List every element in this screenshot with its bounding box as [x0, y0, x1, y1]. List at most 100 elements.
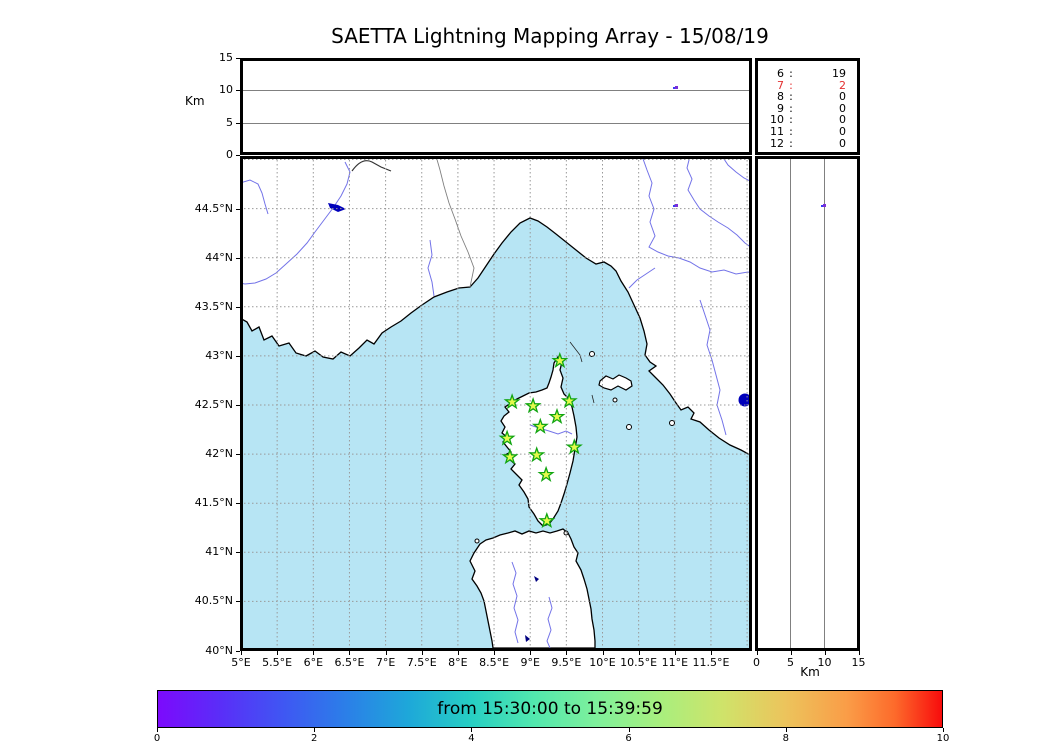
map-lat-tick-label: 43.5°N [194, 299, 233, 313]
map-lon-tick [241, 651, 242, 655]
map-lon-tick-label: 5.5°E [262, 656, 293, 669]
coastline-mainland [243, 159, 749, 456]
rivers [243, 159, 749, 648]
alt-axis-tick-label: 0 [226, 148, 233, 161]
map-lat-tick-label: 42.5°N [194, 398, 233, 411]
lake-bolsena [738, 393, 749, 407]
legend-cell: : [789, 78, 793, 92]
map-lon-tick [277, 651, 279, 655]
map-lon-tick [674, 651, 676, 655]
map-lat-tick-label: 41.5°N [194, 496, 233, 510]
legend-row: 9: 0 [758, 103, 857, 115]
colorbar-tick-label: 0 [153, 733, 161, 744]
map-lon-tick-label: 11°E [661, 656, 689, 669]
legend-cell: 0 [839, 113, 846, 127]
map-lon-tick-label: 10°E [589, 656, 616, 669]
lma-station-star-marker [503, 393, 521, 410]
km-axis-tick [790, 651, 792, 655]
map-lon-tick [530, 651, 532, 655]
lma-station-star-marker [501, 448, 519, 465]
legend-cell: 12 [770, 136, 784, 150]
map-lat-tick-label: 43°N [205, 348, 233, 362]
map-lon-tick [602, 651, 604, 655]
coastline-corsica [500, 355, 578, 527]
legend-cell: : [789, 136, 793, 150]
legend-cell: 10 [770, 113, 784, 127]
colorbar-tick-label: 10 [936, 733, 950, 744]
map-lon-tick-label: 5°E [231, 656, 251, 669]
lake-serre-poncon [328, 203, 346, 212]
map-lon-tick [421, 651, 423, 655]
map-lon-tick [710, 651, 712, 655]
lake-sardinia-2 [525, 635, 530, 642]
legend-cell: 0 [839, 90, 846, 104]
map-lat-tick-label: 40°N [205, 643, 233, 657]
legend-row: 7: 2 [758, 78, 857, 92]
lake-sardinia-1 [534, 576, 539, 582]
map-lon-tick-label: 8.5°E [479, 656, 510, 669]
graticule [243, 159, 749, 648]
km-axis-tick [858, 651, 860, 655]
map-lon-tick-label: 7°E [375, 656, 396, 669]
legend-cell: : [789, 90, 793, 104]
lma-station-star-marker [538, 511, 556, 529]
map-lon-tick-label: 8°E [448, 656, 468, 669]
map-lat-tick-label: 44.5°N [194, 201, 233, 215]
gridline-5km [243, 123, 749, 124]
legend-cell: 0 [839, 101, 846, 115]
island-asinara [474, 538, 480, 544]
alt-axis-tick-label: 15 [219, 50, 233, 64]
map-lon-tick-label: 9°E [520, 656, 540, 669]
km-axis-tick-label: 15 [851, 656, 866, 669]
counts-legend-panel: 6: 19 7: 2 8: 0 9: 0 10: 0 11: 0 12: 0 [755, 58, 860, 155]
legend-cell: : [789, 101, 793, 115]
coastline-sardinia [469, 528, 596, 648]
legend-cell: 9 [777, 101, 784, 115]
map-lat-tick-label: 40.5°N [194, 594, 233, 608]
map-lon-tick-label: 11.5°E [692, 656, 730, 669]
map-lon-tick-label: 7.5°E [406, 656, 437, 669]
map-lon-tick [638, 651, 640, 655]
map-lon-tick [457, 651, 459, 655]
altitude-axis-label: Km [185, 94, 205, 108]
legend-rows: 6: 19 7: 2 8: 0 9: 0 10: 0 11: 0 12: 0 [758, 61, 857, 149]
island-capraia [589, 351, 595, 357]
coastline-elba [598, 374, 633, 391]
figure-title: SAETTA Lightning Mapping Array - 15/08/1… [331, 24, 769, 48]
legend-cell: 6 [777, 67, 784, 80]
map-lon-tick [313, 651, 315, 655]
alt-axis-tick-label: 5 [226, 115, 233, 129]
lma-station-star-marker [528, 446, 546, 463]
lma-station-star-marker [565, 438, 583, 455]
map-panel [240, 156, 752, 651]
legend-row: 12: 0 [758, 136, 857, 150]
map-lat-tick-label: 42°N [205, 447, 233, 461]
altitude-latitude-panel [755, 156, 860, 651]
lma-station-star-marker [551, 351, 569, 369]
legend-cell: : [789, 113, 793, 127]
legend-row: 11: 0 [758, 126, 857, 138]
gridline-10km [243, 90, 749, 91]
map-lon-tick [494, 651, 496, 655]
lma-station-star-marker [498, 429, 516, 446]
colorbar-tick [157, 728, 158, 732]
map-lon-tick [349, 651, 351, 655]
map-lon-tick-label: 6.5°E [334, 656, 365, 669]
lma-station-star-marker [524, 397, 542, 414]
legend-cell: 19 [832, 67, 846, 80]
altitude-longitude-panel [240, 58, 752, 155]
colorbar-tick [471, 728, 473, 732]
legend-cell: : [789, 67, 793, 80]
legend-row: 8: 0 [758, 91, 857, 103]
colorbar-tick [628, 728, 630, 732]
legend-cell: 7 [777, 78, 784, 92]
km-axis-tick [756, 651, 758, 655]
map-lon-tick [566, 651, 568, 655]
colorbar-tick-label: 2 [311, 733, 318, 744]
km-axis-tick-label: 0 [753, 656, 760, 669]
map-lon-tick-label: 10.5°E [620, 656, 658, 669]
border-france-italy [436, 159, 475, 288]
map-lat-tick-label: 41°N [205, 545, 233, 559]
map-lat-tick-label: 44°N [205, 250, 233, 264]
